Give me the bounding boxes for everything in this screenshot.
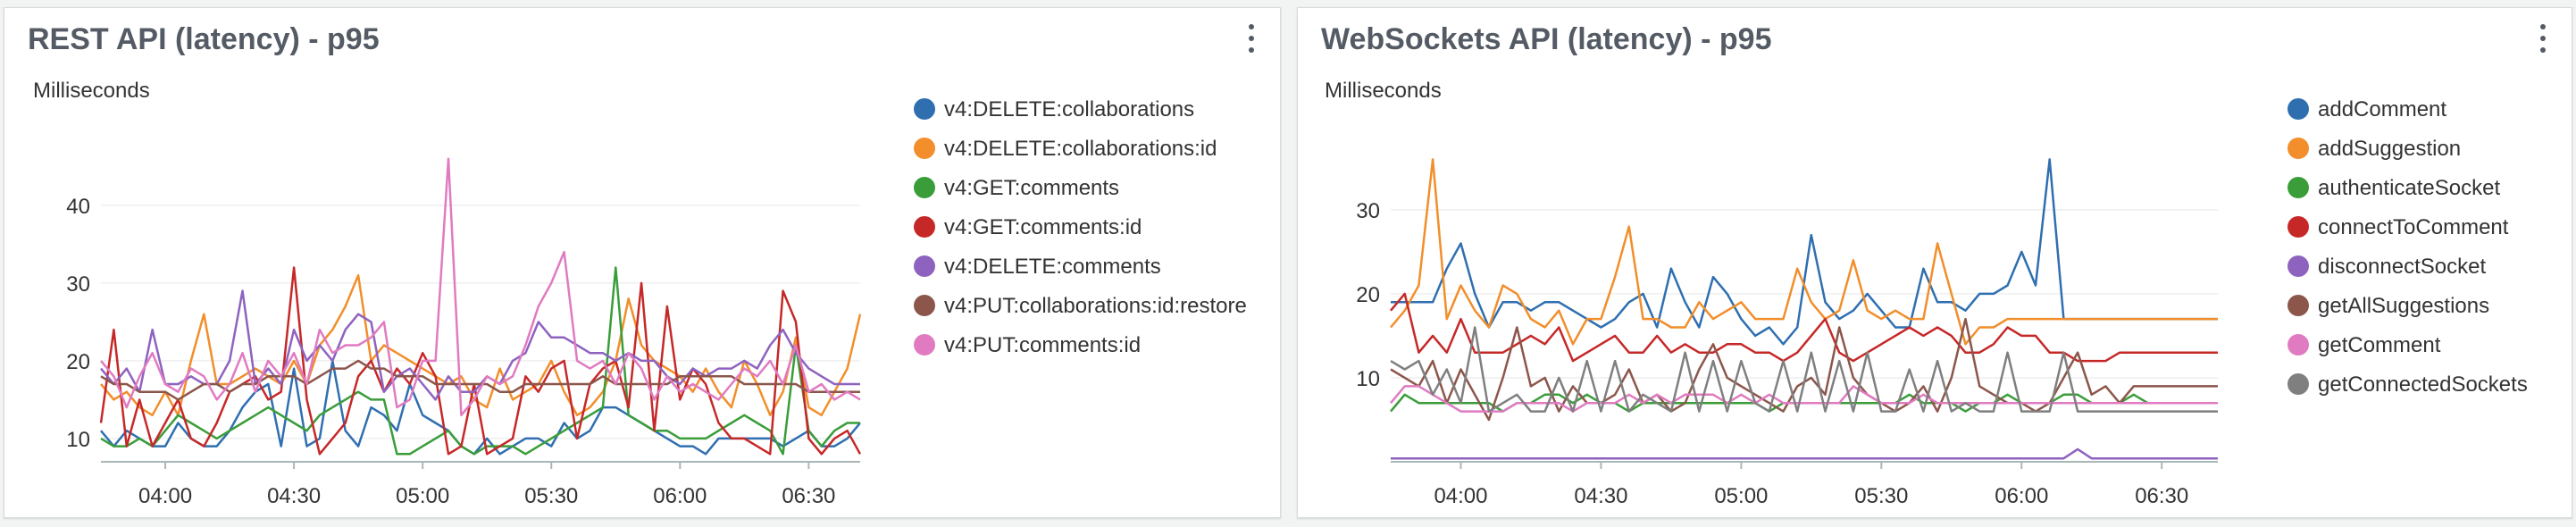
widget-menu-button[interactable] [2538,24,2548,53]
legend-swatch [914,295,935,316]
legend-item[interactable]: authenticateSocket [2287,176,2500,200]
x-tick-label: 04:30 [267,484,321,508]
series-line[interactable] [1390,158,2218,346]
legend-item[interactable]: getComment [2287,333,2441,357]
legend-swatch [2287,98,2309,120]
legend-swatch [2287,373,2309,395]
y-axis-label: Milliseconds [33,79,150,103]
legend-swatch [2287,216,2309,238]
y-axis-label: Milliseconds [1325,79,1442,103]
x-tick-label: 04:30 [1574,484,1627,508]
legend-label: authenticateSocket [2318,176,2500,200]
legend-item[interactable]: v4:PUT:collaborations:id:restore [914,294,1247,318]
legend-swatch [914,138,935,159]
series-line[interactable] [100,266,860,456]
legend-label: v4:PUT:comments:id [944,333,1141,357]
legend-item[interactable]: v4:GET:comments:id [914,215,1142,239]
series-line[interactable] [100,273,862,417]
line-chart: Milliseconds 10 20 30 40 04:00 04:30 05:00 05:30… [33,79,1247,508]
legend-swatch [2287,255,2309,277]
vertical-ellipsis-icon [1249,24,1254,29]
y-tick-label: 40 [66,195,90,219]
y-tick-label: 10 [1356,367,1380,391]
vertical-ellipsis-icon-dot [1249,47,1254,53]
line-chart: Milliseconds 10 20 30 04:00 04:30 05:00 05:30 06… [1325,79,2528,508]
y-tick-label: 20 [66,350,90,374]
series-line[interactable] [100,157,861,417]
series-line[interactable] [1390,292,2218,363]
legend-item[interactable]: v4:DELETE:collaborations:id [914,137,1217,161]
legend-label: getComment [2318,333,2441,357]
x-tick-label: 05:00 [396,484,449,508]
vertical-ellipsis-icon-dot [2540,36,2546,41]
x-tick-label: 06:30 [2135,484,2188,508]
legend-swatch [914,255,935,277]
x-tick-label: 06:30 [782,484,835,508]
legend-label: v4:GET:comments [944,176,1119,200]
legend-label: disconnectSocket [2318,255,2486,279]
legend-label: v4:GET:comments:id [944,215,1142,239]
legend-item[interactable]: getConnectedSockets [2287,372,2528,397]
legend-label: addComment [2318,97,2446,121]
legend-swatch [2287,138,2309,159]
widget-menu-button[interactable] [1246,24,1257,53]
series-line[interactable] [1391,158,2218,346]
x-tick-label: 05:30 [524,484,578,508]
legend-swatch [2287,334,2309,356]
legend-item[interactable]: getAllSuggestions [2287,294,2489,318]
series-line[interactable] [1390,385,2218,413]
x-tick-label: 04:00 [138,484,192,508]
y-tick-label: 10 [66,428,90,452]
legend-item[interactable]: v4:DELETE:collaborations [914,97,1194,121]
legend-label: v4:PUT:collaborations:id:restore [944,294,1247,318]
widget-rest-api-latency: REST API (latency) - p95 Milliseconds 10 2… [4,7,1281,518]
legend-swatch [914,177,935,198]
x-tick-label: 05:00 [1714,484,1768,508]
series-line[interactable] [1391,448,2218,460]
x-tick-label: 04:00 [1434,484,1487,508]
series-line[interactable] [100,359,860,401]
widget-title: WebSockets API (latency) - p95 [1321,22,1772,56]
legend-swatch [2287,177,2309,198]
series-line[interactable] [1390,326,2218,413]
x-tick-label: 06:00 [653,484,707,508]
legend-label: v4:DELETE:comments [944,255,1161,279]
legend-item[interactable]: v4:PUT:comments:id [914,333,1141,357]
legend-item[interactable]: disconnectSocket [2287,255,2486,279]
vertical-ellipsis-icon [2540,24,2546,29]
legend-item[interactable]: connectToComment [2287,215,2509,239]
legend-swatch [914,98,935,120]
legend-item[interactable]: v4:GET:comments [914,176,1119,200]
widget-websockets-api-latency: WebSockets API (latency) - p95 Milliseco… [1297,7,2572,518]
legend-label: getConnectedSockets [2318,372,2528,397]
legend-item[interactable]: addSuggestion [2287,137,2461,161]
series-line[interactable] [99,266,862,456]
legend-swatch [914,216,935,238]
y-tick-label: 30 [66,272,90,297]
legend-label: getAllSuggestions [2318,294,2489,318]
legend-item[interactable]: v4:DELETE:comments [914,255,1161,279]
y-tick-label: 20 [1356,283,1380,307]
legend-label: v4:DELETE:collaborations [944,97,1194,121]
widget-title: REST API (latency) - p95 [28,22,380,56]
legend-label: v4:DELETE:collaborations:id [944,137,1217,161]
x-tick-label: 06:00 [1995,484,2048,508]
y-tick-label: 30 [1356,199,1380,223]
legend-label: addSuggestion [2318,137,2461,161]
legend-swatch [2287,295,2309,316]
x-tick-label: 05:30 [1854,484,1908,508]
vertical-ellipsis-icon-dot [2540,47,2546,53]
legend-label: connectToComment [2318,215,2509,239]
legend-item[interactable]: addComment [2287,97,2446,121]
vertical-ellipsis-icon-dot [1249,36,1254,41]
legend-swatch [914,334,935,356]
